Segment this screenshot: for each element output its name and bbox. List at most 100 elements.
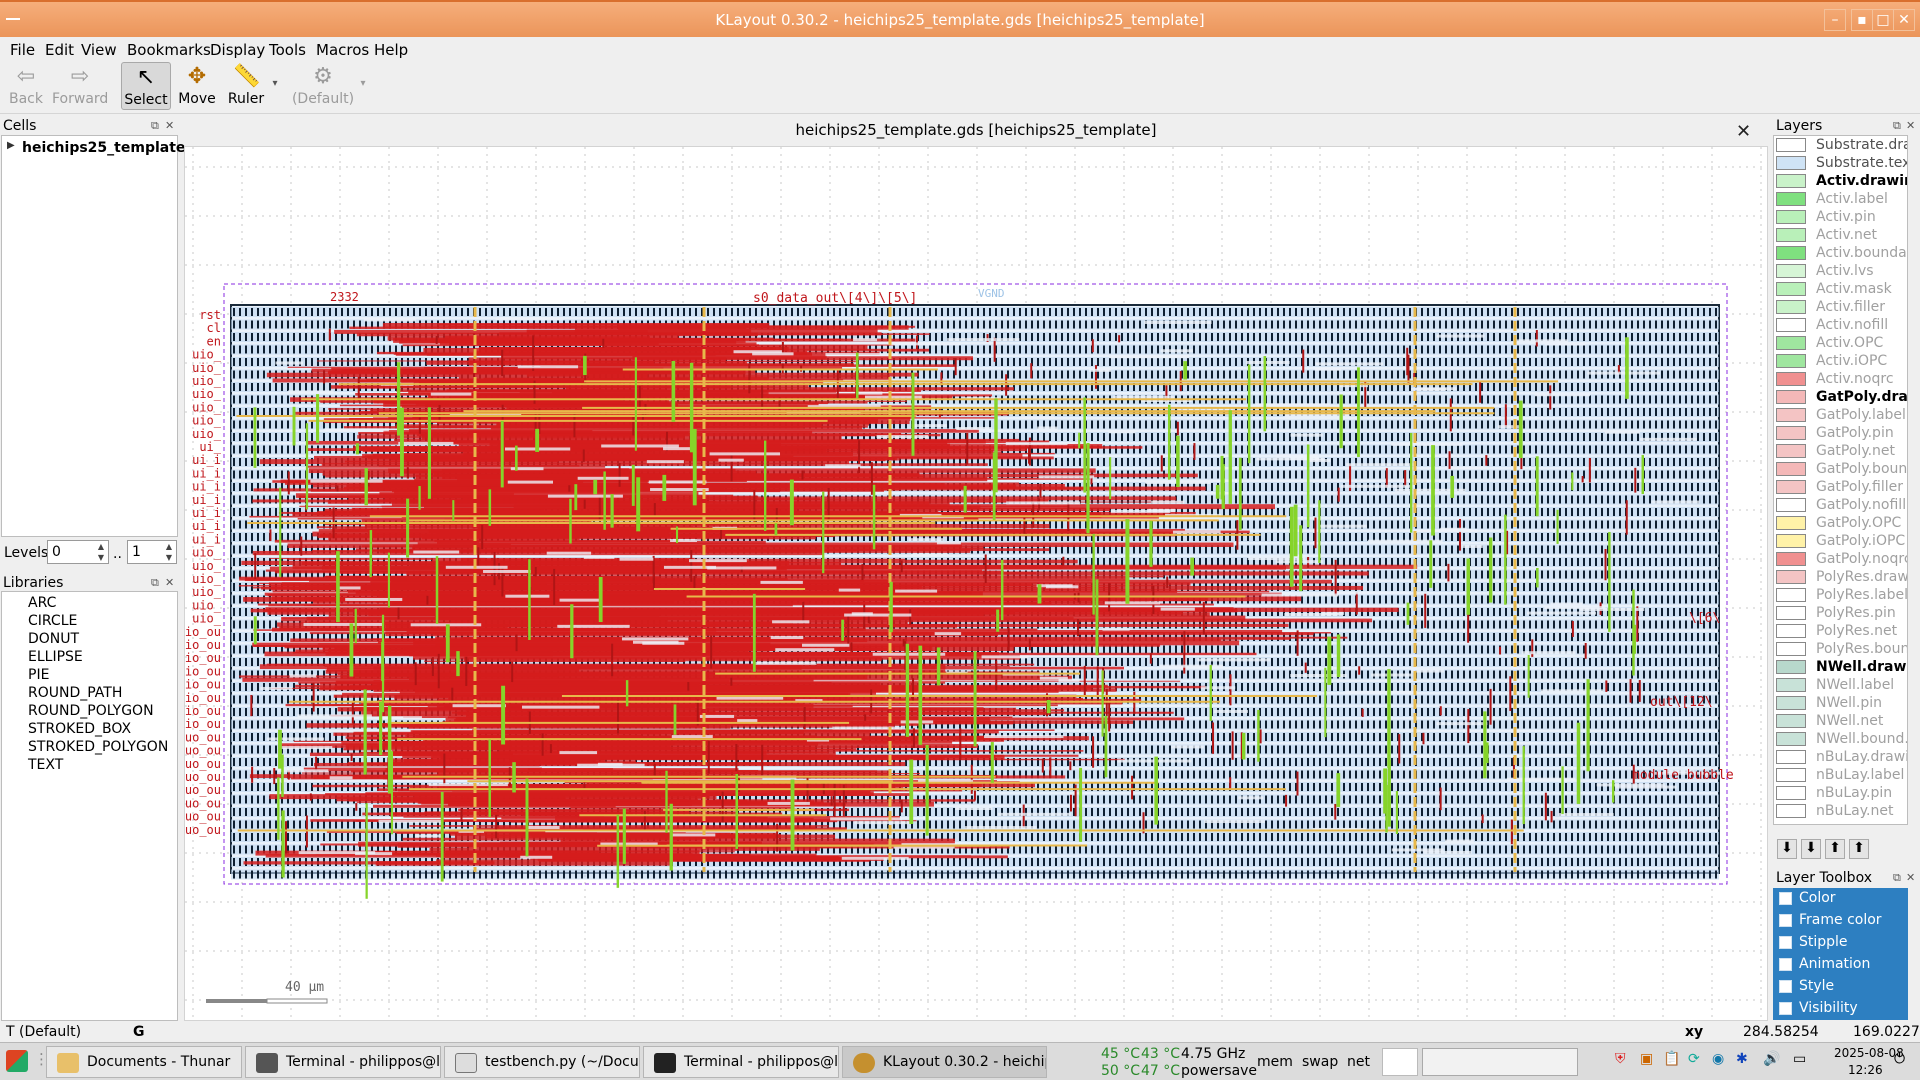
maximize-icon[interactable]: □ [1872, 9, 1894, 31]
layer-swatch-icon[interactable] [1776, 606, 1806, 620]
layer-swatch-icon[interactable] [1776, 300, 1806, 314]
workspace-pager[interactable] [1422, 1048, 1578, 1076]
layout-canvas[interactable]: rst cl en uio_ uio_ uio_ uio_ uio_ uio_ uio_ ui_ ui… [184, 146, 1768, 1021]
layer-swatch-icon[interactable] [1776, 804, 1806, 818]
layer-row[interactable]: Activ.mask [1774, 280, 1907, 298]
layer-swatch-icon[interactable] [1776, 318, 1806, 332]
checkbox-icon[interactable] [1779, 980, 1792, 993]
layer-swatch-icon[interactable] [1776, 624, 1806, 638]
layer-swatch-icon[interactable] [1776, 426, 1806, 440]
battery-icon[interactable]: ▭ [1793, 1051, 1807, 1067]
menu-macros[interactable]: Macros [316, 41, 370, 59]
layer-row[interactable]: PolyRes.pin [1774, 604, 1907, 622]
layer-row[interactable]: Activ.boundary [1774, 244, 1907, 262]
toolbox-close-icon[interactable]: ✕ [1906, 871, 1916, 884]
layer-swatch-icon[interactable] [1776, 516, 1806, 530]
layer-row[interactable]: GatPoly.iOPC [1774, 532, 1907, 550]
layer-swatch-icon[interactable] [1776, 210, 1806, 224]
layer-row[interactable]: PolyRes.label [1774, 586, 1907, 604]
layer-row[interactable]: Activ.nofill [1774, 316, 1907, 334]
move-button[interactable]: ✥ Move [178, 64, 216, 107]
levels-to-spinbox[interactable]: 1 ▲ ▼ [127, 540, 177, 564]
clipboard-icon[interactable]: 📋 [1663, 1051, 1681, 1067]
layer-row[interactable]: GatPoly.filler [1774, 478, 1907, 496]
layer-row[interactable]: PolyRes.net [1774, 622, 1907, 640]
layer-swatch-icon[interactable] [1776, 678, 1806, 692]
library-item[interactable]: ROUND_PATH [28, 685, 123, 701]
layer-swatch-icon[interactable] [1776, 462, 1806, 476]
volume-icon[interactable]: 🔊 [1763, 1051, 1781, 1067]
layer-swatch-icon[interactable] [1776, 714, 1806, 728]
cells-panel-close-icon[interactable]: ✕ [165, 119, 175, 132]
layer-swatch-icon[interactable] [1776, 660, 1806, 674]
layers-panel-float-icon[interactable]: ⧉ [1893, 119, 1901, 132]
layer-row[interactable]: Activ.label [1774, 190, 1907, 208]
toolbox-style[interactable]: Style [1773, 976, 1908, 998]
update-icon[interactable]: ◉ [1712, 1051, 1725, 1067]
library-item[interactable]: DONUT [28, 631, 80, 647]
layer-row[interactable]: GatPoly.dra... [1774, 388, 1907, 406]
spin-arrows-icon[interactable]: ▲ ▼ [165, 542, 173, 562]
library-item[interactable]: ARC [28, 595, 57, 611]
layer-swatch-icon[interactable] [1776, 480, 1806, 494]
clock-time[interactable]: 12:26 [1848, 1063, 1883, 1077]
layer-swatch-icon[interactable] [1776, 750, 1806, 764]
layer-row[interactable]: nBuLay.drawi... [1774, 748, 1907, 766]
sync-icon[interactable]: ⟳ [1688, 1051, 1700, 1067]
mem-monitor[interactable]: mem [1257, 1054, 1293, 1070]
task-terminal-1[interactable]: Terminal - philippos@le... [245, 1046, 441, 1078]
layer-swatch-icon[interactable] [1776, 696, 1806, 710]
layer-row[interactable]: Activ.noqrc [1774, 370, 1907, 388]
checkbox-icon[interactable] [1779, 1002, 1792, 1015]
layer-swatch-icon[interactable] [1776, 264, 1806, 278]
layer-swatch-icon[interactable] [1776, 336, 1806, 350]
task-thunar[interactable]: Documents - Thunar [46, 1046, 242, 1078]
library-item[interactable]: ELLIPSE [28, 649, 83, 665]
menu-file[interactable]: File [10, 41, 36, 59]
app-menu-icon[interactable] [6, 1050, 28, 1072]
layer-swatch-icon[interactable] [1776, 174, 1806, 188]
swap-monitor[interactable]: swap [1302, 1054, 1339, 1070]
restore-icon[interactable]: ▪ [1851, 9, 1873, 31]
levels-from-spinbox[interactable]: 0 ▲ ▼ [47, 540, 109, 564]
task-klayout[interactable]: KLayout 0.30.2 - heichip... [842, 1046, 1047, 1078]
layer-row[interactable]: PolyRes.draw... [1774, 568, 1907, 586]
layer-swatch-icon[interactable] [1776, 642, 1806, 656]
layers-panel-close-icon[interactable]: ✕ [1906, 119, 1916, 132]
checkbox-icon[interactable] [1779, 914, 1792, 927]
libraries-panel-float-icon[interactable]: ⧉ [151, 576, 159, 589]
layer-swatch-icon[interactable] [1776, 390, 1806, 404]
layer-swatch-icon[interactable] [1776, 138, 1806, 152]
layer-row[interactable]: Activ.drawing [1774, 172, 1907, 190]
layer-swatch-icon[interactable] [1776, 570, 1806, 584]
move-layer-top-icon[interactable]: ⬆ [1849, 839, 1869, 859]
layer-row[interactable]: Activ.iOPC [1774, 352, 1907, 370]
layer-row[interactable]: NWell.label [1774, 676, 1907, 694]
layer-swatch-icon[interactable] [1776, 732, 1806, 746]
move-layer-down-alt-icon[interactable]: ⬇ [1801, 839, 1821, 859]
menu-display[interactable]: Display [210, 41, 266, 59]
layer-row[interactable]: GatPoly.nofill [1774, 496, 1907, 514]
layer-row[interactable]: Activ.lvs [1774, 262, 1907, 280]
minimize-icon[interactable]: – [1824, 9, 1846, 31]
forward-button[interactable]: ⇨ Forward [52, 64, 109, 107]
bluetooth-icon[interactable]: ✱ [1736, 1051, 1748, 1067]
toolbox-animation[interactable]: Animation [1773, 954, 1908, 976]
libraries-list[interactable]: ARC CIRCLE DONUT ELLIPSE PIE ROUND_PATH … [1, 591, 178, 1021]
library-item[interactable]: CIRCLE [28, 613, 78, 629]
toolbox-visibility[interactable]: Visibility [1773, 998, 1908, 1020]
layer-swatch-icon[interactable] [1776, 246, 1806, 260]
layer-row[interactable]: PolyRes.boun... [1774, 640, 1907, 658]
checkbox-icon[interactable] [1779, 936, 1792, 949]
menu-view[interactable]: View [81, 41, 117, 59]
layer-swatch-icon[interactable] [1776, 444, 1806, 458]
cell-heichips25-template[interactable]: heichips25_template [22, 140, 186, 156]
layer-swatch-icon[interactable] [1776, 228, 1806, 242]
task-terminal-2[interactable]: Terminal - philippos@le... [643, 1046, 839, 1078]
menu-help[interactable]: Help [374, 41, 409, 59]
toolbox-float-icon[interactable]: ⧉ [1893, 871, 1901, 884]
close-view-icon[interactable]: ✕ [1736, 121, 1752, 142]
close-icon[interactable]: ✕ [1893, 9, 1915, 31]
menu-edit[interactable]: Edit [45, 41, 75, 59]
layer-row[interactable]: nBuLay.label [1774, 766, 1907, 784]
